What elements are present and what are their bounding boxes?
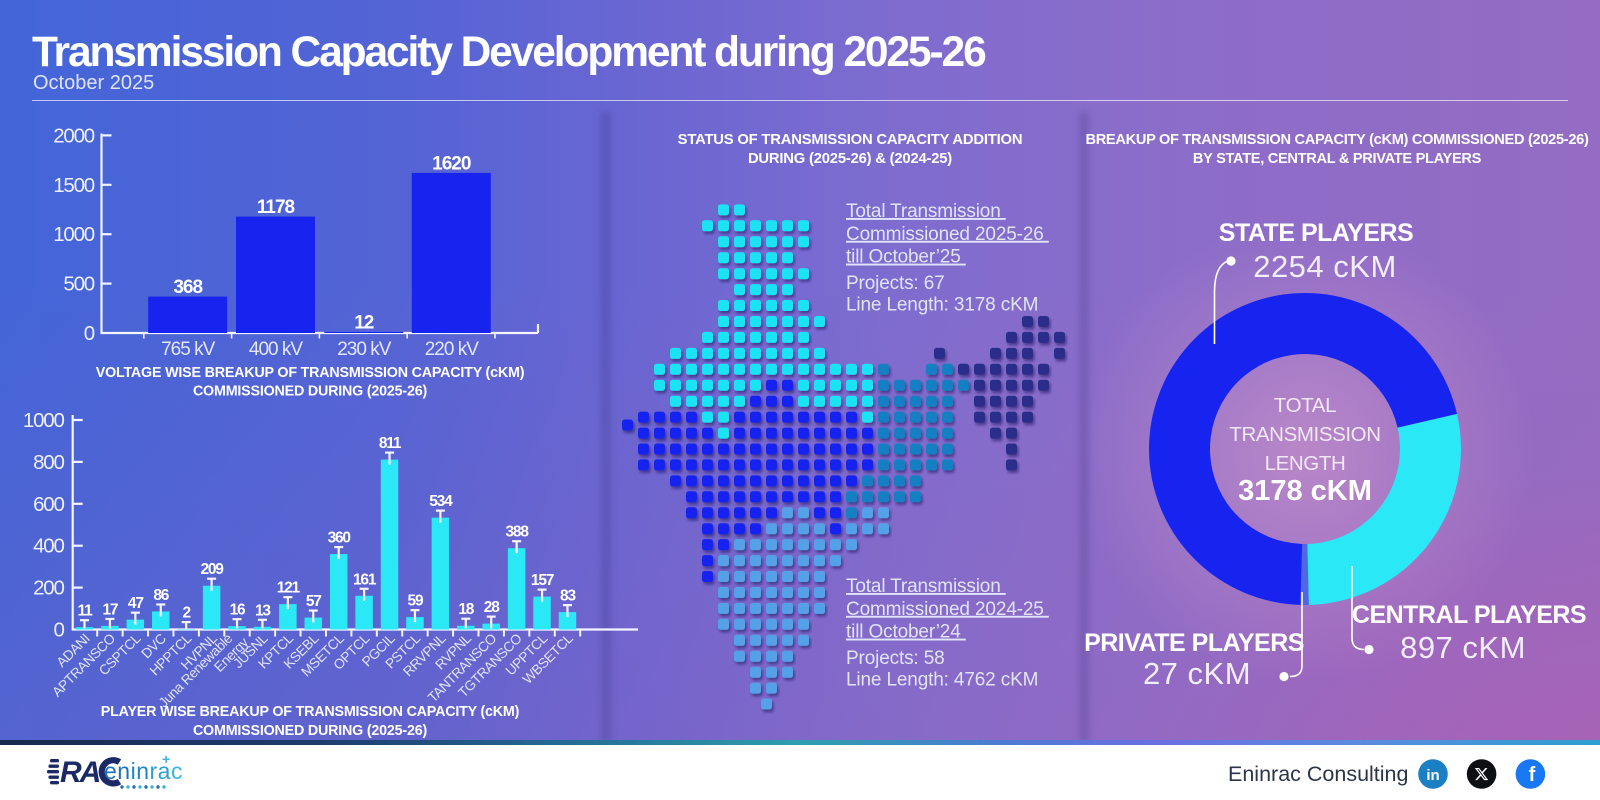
svg-text:till October’24: till October’24 [846, 622, 966, 643]
svg-text:Commissioned 2025-26: Commissioned 2025-26 [846, 224, 1049, 245]
svg-text:DURING (2025-26) & (2024-25): DURING (2025-26) & (2024-25) [748, 151, 952, 167]
svg-text:COMMISSIONED DURING (2025-26): COMMISSIONED DURING (2025-26) [193, 723, 428, 739]
svg-text:157: 157 [531, 572, 554, 589]
svg-text:220 kV: 220 kV [425, 339, 479, 360]
svg-text:230 kV: 230 kV [337, 339, 391, 360]
svg-text:18: 18 [458, 601, 474, 618]
svg-text:PLAYER WISE BREAKUP OF TRANSMI: PLAYER WISE BREAKUP OF TRANSMISSION CAPA… [101, 704, 520, 720]
svg-text:+: + [162, 751, 170, 767]
svg-text:3178 cKM: 3178 cKM [1238, 475, 1372, 507]
svg-text:VOLTAGE WISE BREAKUP OF TRANSM: VOLTAGE WISE BREAKUP OF TRANSMISSION CAP… [96, 365, 525, 381]
svg-text:0: 0 [84, 322, 95, 345]
svg-text:eninrac: eninrac [104, 758, 183, 784]
svg-text:2: 2 [182, 605, 190, 622]
svg-text:Line Length: 3178 cKM: Line Length: 3178 cKM [846, 295, 1038, 316]
svg-text:2000: 2000 [53, 124, 95, 147]
svg-text:161: 161 [353, 571, 377, 588]
svg-text:500: 500 [63, 273, 94, 296]
svg-text:200: 200 [33, 577, 64, 600]
svg-text:11: 11 [78, 603, 94, 620]
svg-text:in: in [1426, 767, 1439, 784]
svg-text:16: 16 [230, 602, 246, 619]
svg-text:LENGTH: LENGTH [1265, 452, 1346, 475]
svg-text:0: 0 [53, 619, 64, 642]
svg-text:till October’25: till October’25 [846, 247, 966, 268]
svg-text:2254 cKM: 2254 cKM [1253, 249, 1397, 284]
svg-text:400: 400 [33, 535, 64, 558]
svg-text:Commissioned 2024-25: Commissioned 2024-25 [846, 599, 1049, 620]
svg-text:TOTAL: TOTAL [1274, 394, 1336, 417]
svg-text:811: 811 [379, 435, 402, 452]
svg-text:TRANSMISSION: TRANSMISSION [1229, 423, 1380, 446]
svg-text:368: 368 [173, 277, 202, 298]
svg-text:BREAKUP OF TRANSMISSION CAPACI: BREAKUP OF TRANSMISSION CAPACITY (cKM) C… [1085, 132, 1589, 148]
svg-text:1000: 1000 [53, 223, 95, 246]
svg-text:17: 17 [102, 601, 117, 618]
svg-text:f: f [1529, 764, 1536, 786]
svg-text:Total Transmission: Total Transmission [846, 576, 1006, 597]
svg-text:57: 57 [306, 593, 321, 610]
svg-text:209: 209 [200, 561, 224, 578]
svg-text:PRIVATE PLAYERS: PRIVATE PLAYERS [1084, 629, 1304, 657]
svg-text:600: 600 [33, 493, 64, 516]
svg-text:121: 121 [277, 580, 301, 597]
svg-text:Total Transmission: Total Transmission [846, 201, 1006, 222]
svg-text:27 cKM: 27 cKM [1143, 656, 1251, 691]
svg-text:RA: RA [60, 756, 100, 789]
svg-text:897 cKM: 897 cKM [1400, 630, 1526, 665]
svg-text:59: 59 [408, 593, 424, 610]
svg-text:1000: 1000 [23, 409, 65, 432]
svg-text:Projects: 58: Projects: 58 [846, 648, 945, 669]
svg-text:STATUS OF TRANSMISSION CAPACIT: STATUS OF TRANSMISSION CAPACITY ADDITION [678, 132, 1023, 148]
svg-text:400 kV: 400 kV [249, 339, 303, 360]
svg-text:13: 13 [255, 602, 271, 619]
svg-text:12: 12 [354, 312, 374, 333]
svg-text:83: 83 [560, 588, 576, 605]
svg-text:BY STATE, CENTRAL & PRIVATE PL: BY STATE, CENTRAL & PRIVATE PLAYERS [1193, 151, 1482, 167]
svg-text:Line Length: 4762 cKM: Line Length: 4762 cKM [846, 670, 1038, 691]
svg-text:534: 534 [429, 493, 453, 510]
svg-text:COMMISSIONED DURING (2025-26): COMMISSIONED DURING (2025-26) [193, 384, 428, 400]
svg-text:CENTRAL PLAYERS: CENTRAL PLAYERS [1352, 601, 1586, 629]
svg-text:86: 86 [153, 587, 169, 604]
svg-text:1620: 1620 [432, 153, 471, 174]
svg-text:800: 800 [33, 451, 64, 474]
svg-text:1500: 1500 [53, 174, 95, 197]
svg-text:47: 47 [128, 595, 143, 612]
svg-text:Projects: 67: Projects: 67 [846, 273, 945, 294]
svg-text:STATE PLAYERS: STATE PLAYERS [1219, 219, 1413, 247]
svg-text:388: 388 [506, 524, 530, 541]
svg-text:765 kV: 765 kV [161, 339, 215, 360]
svg-text:360: 360 [328, 530, 351, 547]
svg-text:1178: 1178 [257, 197, 295, 218]
svg-text:28: 28 [484, 599, 500, 616]
